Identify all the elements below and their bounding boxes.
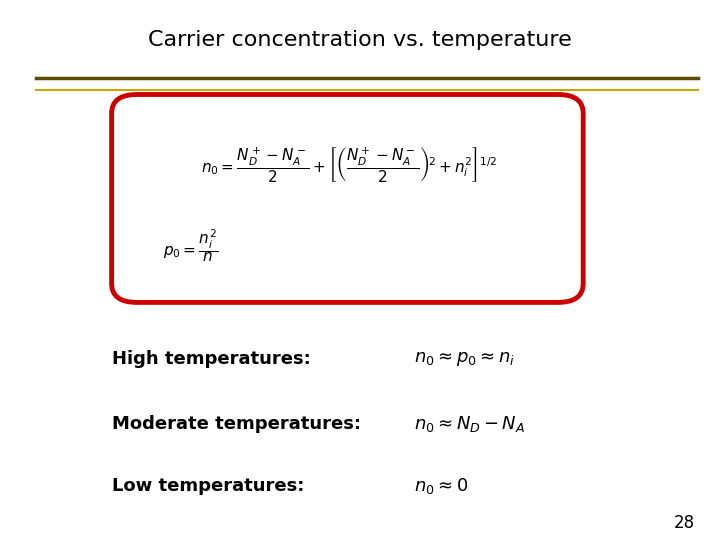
Text: High temperatures:: High temperatures: [112, 350, 310, 368]
FancyBboxPatch shape [112, 94, 583, 302]
Text: Carrier concentration vs. temperature: Carrier concentration vs. temperature [148, 30, 572, 50]
Text: $n_0 = \dfrac{N_D^+ - N_A^-}{2} + \left[\left(\dfrac{N_D^+ - N_A^-}{2}\right)^{\: $n_0 = \dfrac{N_D^+ - N_A^-}{2} + \left[… [201, 145, 498, 184]
Text: Moderate temperatures:: Moderate temperatures: [112, 415, 361, 433]
Text: Low temperatures:: Low temperatures: [112, 477, 304, 495]
Text: $n_0 \approx N_D - N_A$: $n_0 \approx N_D - N_A$ [414, 414, 525, 434]
Text: $n_0 \approx 0$: $n_0 \approx 0$ [414, 476, 468, 496]
Text: 28: 28 [674, 514, 695, 532]
Text: $n_0 \approx p_0 \approx n_i$: $n_0 \approx p_0 \approx n_i$ [414, 350, 515, 368]
Text: $p_0 = \dfrac{n_i^2}{n}$: $p_0 = \dfrac{n_i^2}{n}$ [163, 227, 218, 264]
